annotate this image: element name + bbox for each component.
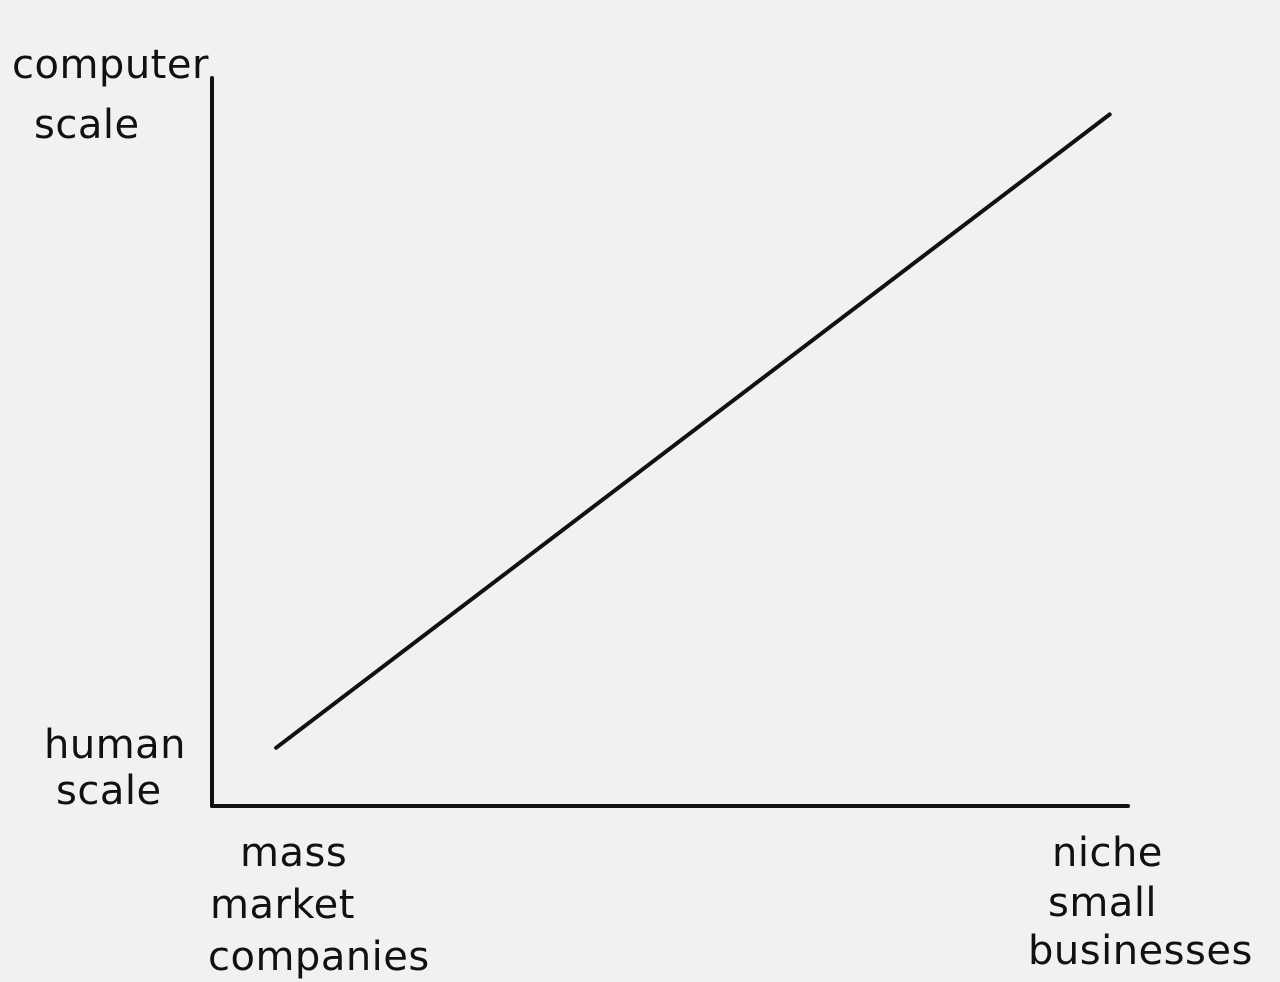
x-axis-low-label-line-1: mass [240,830,347,876]
x-axis-high-label-line-1: niche [1052,830,1163,876]
x-axis-high-label-line-2: small [1048,880,1157,926]
series-layer [274,112,1112,750]
y-axis-high-label-line-2: scale [34,102,140,148]
y-axis-low-label-line-2: scale [56,768,162,814]
x-axis-low-label-line-2: market [210,882,355,928]
y-axis-high-label-line-1: computer [12,42,209,88]
series-line-0 [274,112,1112,750]
x-axis-high-label-line-3: businesses [1028,928,1253,974]
y-axis-low-label-line-1: human [44,722,186,768]
x-axis-low-label-line-3: companies [208,934,430,980]
